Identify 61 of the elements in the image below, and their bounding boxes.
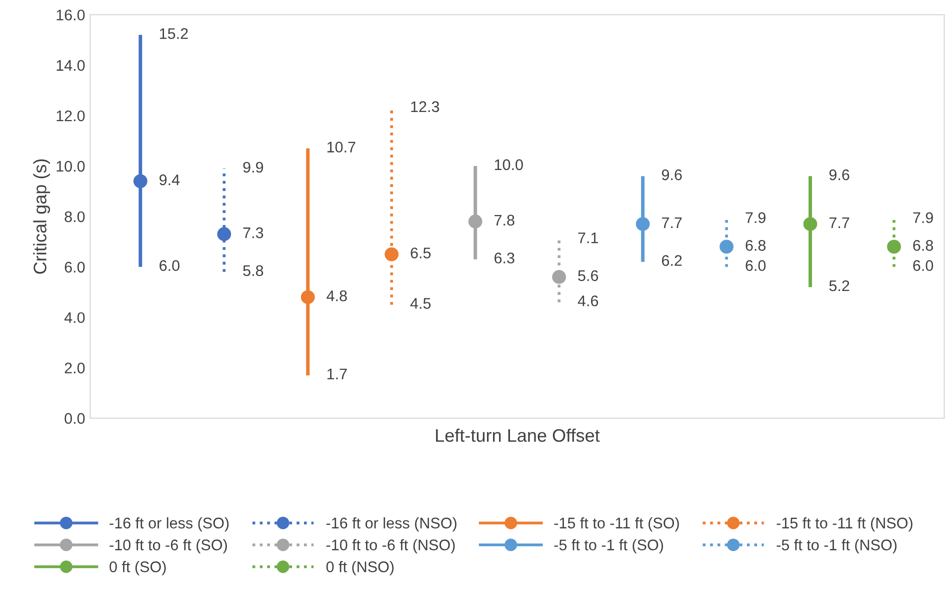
point [636,217,650,231]
annotation: 10.7 [327,142,356,152]
legend-label: -5 ft to -1 ft (NSO) [776,539,897,554]
data-label: 6.8 [913,240,934,251]
point [133,174,148,188]
annotation: 7.9 [913,212,933,224]
annotation: 6.0 [746,260,766,271]
data-label: 7.7 [662,217,682,228]
data-label: 6.8 [746,240,766,251]
annotation: 9.6 [662,169,682,180]
annotation: 5.8 [243,265,264,276]
annotation: 9.6 [829,169,850,180]
point [384,247,399,262]
data-label: 5.6 [578,270,598,282]
annotation: 12.3 [411,101,440,112]
annotation: 15.2 [160,28,188,39]
data-label: 4.8 [326,290,347,302]
point [720,240,734,254]
legend-label: -16 ft or less (SO) [110,517,229,532]
annotation: 1.7 [327,368,347,380]
data-label: 7.3 [243,227,264,238]
legend-label: 0 ft (NSO) [326,561,394,576]
annotation: 10.0 [494,159,523,170]
annotation: 7.9 [746,212,766,224]
legend-label: 0 ft (SO) [110,561,166,576]
annotation: 5.2 [829,280,850,292]
legend-label: -10 ft to -6 ft (NSO) [326,539,455,554]
x-axis-title: Left-turn Lane Offset [436,428,600,442]
y-tick-label: 8.0 [64,211,85,222]
annotation: 6.3 [494,252,514,264]
annotation: 9.9 [243,162,264,173]
y-tick-label: 12.0 [56,110,85,122]
legend-label: -10 ft to -6 ft (SO) [110,539,227,554]
point [803,217,818,231]
point [887,240,901,254]
y-tick-label: 14.0 [56,60,85,71]
point [468,214,482,228]
annotation: 6.2 [662,255,682,266]
legend-label: -16 ft or less (NSO) [326,517,456,532]
annotation: 4.6 [578,295,598,306]
y-tick-label: 2.0 [64,362,85,374]
y-tick-label: 10.0 [56,160,85,172]
y-tick-label: 0.0 [64,413,85,424]
data-label: 6.5 [410,248,431,258]
legend-label: -5 ft to -1 ft (SO) [554,539,664,554]
point [217,227,232,242]
y-tick-label: 16.0 [56,10,85,20]
y-tick-label: 4.0 [64,312,85,324]
data-label: 7.7 [829,217,850,228]
annotation: 7.1 [578,232,598,244]
annotation: 4.5 [410,298,431,309]
legend-label: -15 ft to -11 ft (SO) [554,517,679,532]
point [300,290,315,304]
legend-label: -15 ft to -11 ft (NSO) [776,517,912,532]
annotation: 6.0 [160,260,180,271]
data-label: 7.8 [494,214,514,226]
data-label: 9.4 [160,174,180,186]
point [552,270,566,284]
annotation: 6.0 [913,260,934,271]
y-axis-title: Critical gap (s) [33,159,50,274]
y-tick-label: 6.0 [64,262,85,273]
